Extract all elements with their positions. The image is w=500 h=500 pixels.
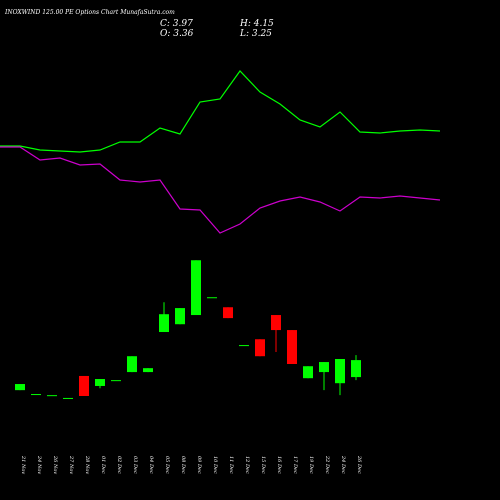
x-tick-label: 24 Nov (36, 455, 42, 474)
candle-body (223, 307, 233, 319)
x-tick-label: 28 Nov (84, 455, 90, 474)
candle-body (239, 345, 249, 347)
high-label: H: 4.15 (239, 19, 274, 29)
candle-body (351, 360, 361, 378)
candle-body (319, 362, 329, 373)
candle-body (31, 394, 41, 396)
x-tick-label: 03 Dec (132, 456, 138, 474)
x-tick-label: 12 Dec (244, 456, 250, 474)
x-tick-label: 08 Dec (180, 456, 186, 474)
x-tick-label: 11 Dec (228, 456, 234, 474)
x-tick-label: 15 Dec (260, 456, 266, 474)
candle-body (15, 384, 25, 391)
x-tick-label: 01 Dec (100, 456, 106, 474)
candle-body (303, 366, 313, 379)
x-tick-label: 21 Nov (20, 455, 26, 474)
close-label: C: 3.97 (160, 19, 193, 29)
candle-body (159, 314, 169, 333)
x-tick-label: 26 Nov (52, 455, 58, 474)
candle-body (287, 330, 297, 365)
x-tick-label: 26 Dec (356, 455, 362, 474)
candle-body (127, 356, 137, 373)
x-tick-label: 02 Dec (116, 456, 122, 474)
candle-body (111, 380, 121, 382)
candle-body (143, 368, 153, 373)
open-label: O: 3.36 (160, 29, 194, 39)
candle-body (175, 308, 185, 325)
x-tick-label: 19 Dec (308, 456, 314, 474)
x-tick-label: 09 Dec (196, 456, 202, 474)
x-tick-label: 05 Dec (164, 456, 170, 474)
x-tick-label: 22 Dec (324, 455, 330, 474)
x-tick-label: 16 Dec (276, 456, 282, 474)
x-tick-label: 27 Nov (68, 455, 74, 474)
candle-body (207, 297, 217, 299)
x-tick-label: 10 Dec (212, 456, 218, 474)
chart-title: INOXWIND 125.00 PE Options Chart MunafaS… (4, 9, 175, 16)
candle-body (95, 379, 105, 386)
candle-body (63, 397, 73, 399)
candle-body (79, 375, 89, 396)
x-tick-label: 17 Dec (292, 456, 298, 474)
line-series (0, 146, 441, 234)
candle-body (335, 358, 345, 384)
candle-body (255, 339, 265, 357)
candle-body (191, 260, 201, 316)
line-series (0, 70, 441, 153)
candle-body (271, 315, 281, 331)
candle-body (47, 395, 57, 397)
x-tick-label: 04 Dec (148, 456, 154, 474)
low-label: L: 3.25 (239, 29, 272, 39)
x-tick-label: 24 Dec (340, 455, 346, 474)
